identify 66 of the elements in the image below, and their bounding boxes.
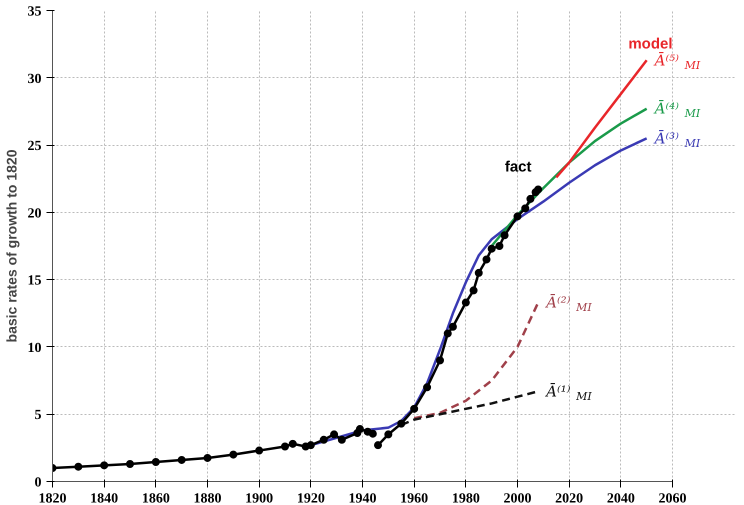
x-tick-label: 1920 bbox=[296, 492, 325, 505]
point bbox=[436, 356, 444, 364]
line-series bbox=[412, 301, 540, 420]
x-tick-label: 1980 bbox=[452, 492, 480, 505]
series-label: fact bbox=[504, 158, 532, 176]
y-tick-label: 10 bbox=[28, 340, 42, 356]
y-tick-label: 25 bbox=[28, 139, 42, 154]
point bbox=[204, 454, 212, 462]
x-tick-label: 1880 bbox=[194, 492, 222, 505]
point bbox=[281, 442, 289, 451]
point bbox=[534, 185, 542, 194]
x-tick-label: 2000 bbox=[504, 492, 532, 505]
series-label: Ā⁽¹⁾MI bbox=[544, 382, 592, 403]
point bbox=[488, 244, 496, 253]
point bbox=[410, 404, 418, 413]
y-tick-label: 20 bbox=[28, 206, 42, 222]
point bbox=[521, 204, 530, 212]
point bbox=[462, 298, 470, 307]
point bbox=[444, 329, 452, 338]
point bbox=[74, 462, 82, 471]
point bbox=[470, 286, 478, 294]
point bbox=[495, 242, 504, 250]
x-tick-label: 1820 bbox=[38, 492, 66, 505]
point bbox=[306, 441, 315, 450]
y-tick-label: 35 bbox=[28, 4, 42, 20]
y-axis-title: basic rates of growth to 1820 bbox=[4, 149, 20, 342]
x-tick-label: 1960 bbox=[400, 492, 428, 505]
y-tick-label: 30 bbox=[28, 72, 42, 87]
series-label: Ā⁽⁴⁾MI bbox=[652, 100, 701, 120]
point bbox=[374, 441, 382, 450]
point bbox=[526, 194, 534, 203]
point bbox=[288, 440, 297, 448]
x-tick-label: 1860 bbox=[142, 492, 170, 505]
x-tick-label: 1940 bbox=[348, 492, 376, 505]
x-tick-label: 1900 bbox=[245, 492, 274, 505]
series-label: Ā⁽⁵⁾MI bbox=[652, 51, 701, 72]
point bbox=[423, 383, 432, 392]
point bbox=[474, 268, 483, 277]
line-series bbox=[555, 59, 648, 179]
y-tick-label: 5 bbox=[34, 408, 42, 424]
point bbox=[397, 420, 406, 428]
point bbox=[338, 436, 346, 444]
x-tick-label: 2060 bbox=[658, 492, 686, 505]
y-tick-label: 0 bbox=[34, 476, 42, 490]
point bbox=[356, 425, 364, 434]
y-tick-label: 15 bbox=[28, 274, 42, 289]
point bbox=[448, 322, 457, 331]
point bbox=[330, 430, 338, 438]
point bbox=[152, 458, 160, 466]
point bbox=[255, 446, 264, 455]
point bbox=[178, 456, 186, 464]
point bbox=[384, 430, 392, 438]
point bbox=[500, 231, 509, 240]
point bbox=[482, 255, 490, 264]
series-label: Ā⁽³⁾MI bbox=[652, 129, 701, 150]
x-tick-label: 2040 bbox=[606, 492, 635, 505]
point bbox=[368, 430, 377, 438]
point bbox=[126, 460, 134, 468]
point bbox=[320, 436, 328, 444]
point bbox=[514, 212, 522, 220]
series-label: Ā⁽²⁾MI bbox=[544, 294, 592, 314]
x-tick-label: 1840 bbox=[90, 492, 118, 505]
point bbox=[100, 461, 108, 470]
point bbox=[229, 450, 238, 459]
x-tick-label: 2020 bbox=[555, 492, 584, 505]
annotation: model bbox=[628, 36, 673, 52]
